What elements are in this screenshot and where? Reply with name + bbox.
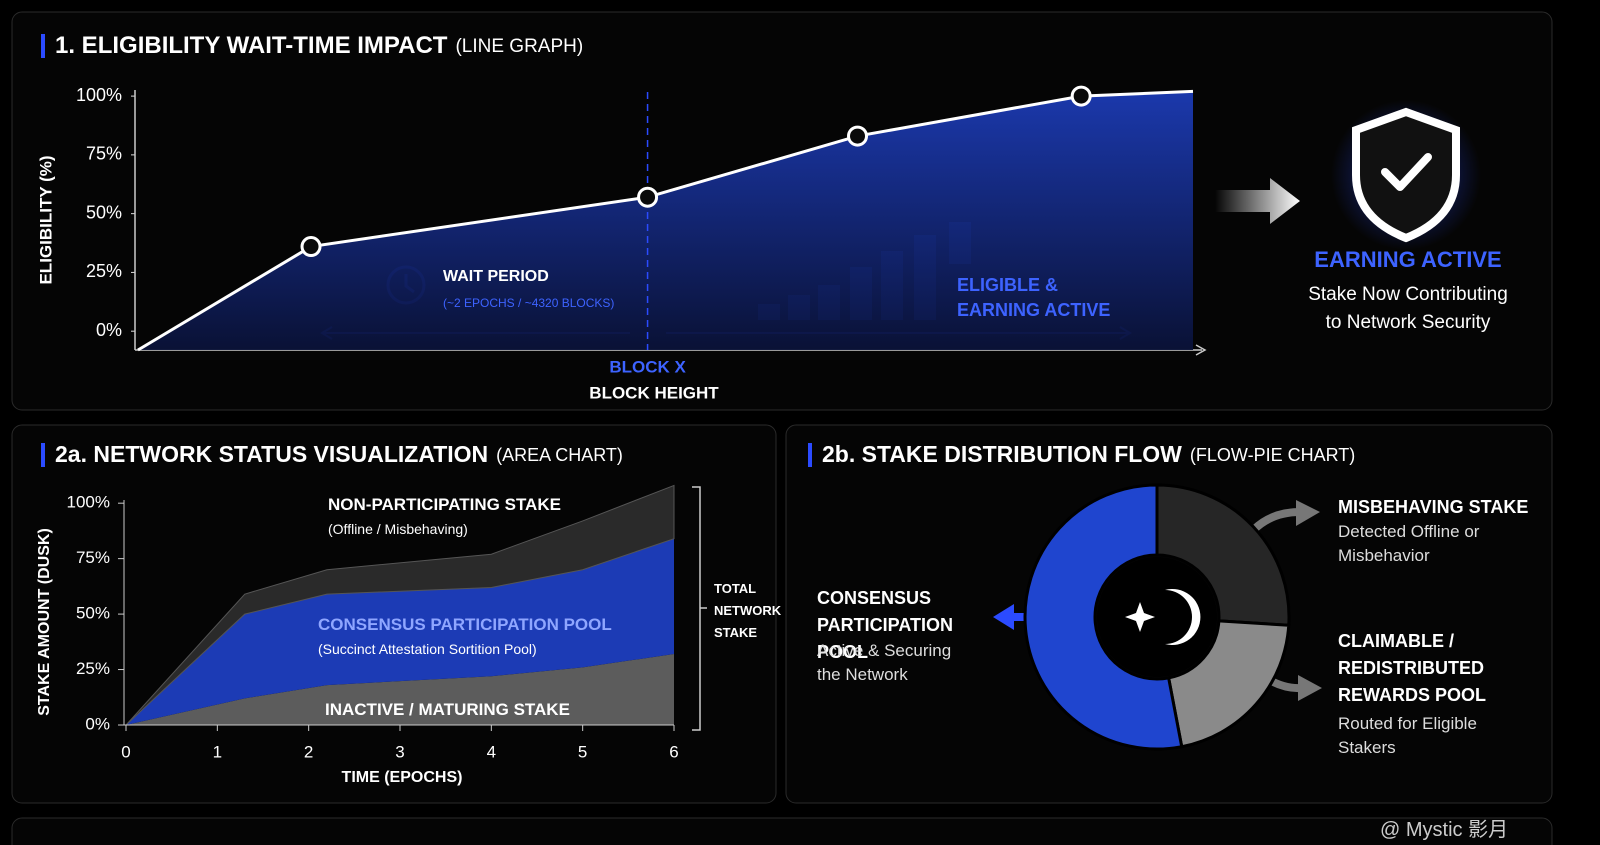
series-note: (Offline / Misbehaving)	[328, 521, 468, 537]
y-tick-label: 100%	[76, 85, 122, 105]
point	[637, 186, 659, 208]
title-accent	[41, 443, 45, 467]
area-band	[126, 538, 674, 725]
status-text: Stake Now Contributing to Network Securi…	[1308, 284, 1508, 333]
y-tick-label: 75%	[76, 548, 110, 567]
x-tick-label: 6	[669, 742, 678, 761]
line-area	[138, 91, 1193, 351]
x-tick-label: 5	[578, 742, 587, 761]
star-icon	[1125, 602, 1155, 632]
x-axis-arrow	[1195, 344, 1207, 356]
x-tick-label: 3	[395, 742, 404, 761]
panel-title: 1. ELIGIBILITY WAIT-TIME IMPACT (LINE GRA…	[55, 32, 583, 59]
series-label: NON-PARTICIPATING STAKE	[328, 495, 561, 514]
y-tick-label: 25%	[76, 659, 110, 678]
point	[847, 125, 869, 147]
x-axis-label: TIME (EPOCHS)	[342, 769, 463, 786]
annotation: (~2 EPOCHS / ~4320 BLOCKS)	[443, 296, 615, 310]
pie-slice	[1023, 483, 1184, 751]
title-accent	[808, 443, 812, 467]
area-band	[126, 654, 674, 725]
flow-arrow-head	[1296, 500, 1320, 526]
bracket	[692, 486, 707, 731]
slice-label: CONSENSUS PARTICIPATION POOL	[817, 588, 953, 662]
series-note: (Succinct Attestation Sortition Pool)	[318, 641, 537, 657]
y-axis-label: ELIGIBILITY (%)	[36, 155, 55, 284]
title: 1. ELIGIBILITY WAIT-TIME IMPACT	[55, 32, 448, 59]
series-label: INACTIVE / MATURING STAKE	[325, 700, 570, 719]
x-tick-label: 1	[213, 742, 222, 761]
y-axis-label: STAKE AMOUNT (DUSK)	[36, 528, 53, 716]
title: 2b. STAKE DISTRIBUTION FLOW	[822, 441, 1182, 467]
x-tick-label: 4	[487, 742, 496, 761]
panel-bottom	[11, 817, 1553, 845]
subtitle: (FLOW-PIE CHART)	[1190, 445, 1355, 465]
pie-slice	[1166, 619, 1291, 749]
check-icon	[1381, 153, 1432, 191]
y-tick-label: 75%	[86, 144, 122, 164]
slice-label: MISBEHAVING STAKE	[1338, 497, 1529, 517]
flow-arrow-head	[993, 604, 1014, 630]
area-band	[125, 484, 675, 726]
pie-slice	[1155, 483, 1291, 627]
y-tick-label: 25%	[86, 261, 122, 281]
slice-label: CLAIMABLE / REDISTRIBUTED REWARDS POOL	[1338, 631, 1487, 705]
title-accent	[41, 34, 45, 58]
y-tick-label: 0%	[96, 320, 122, 340]
x-axis-label: BLOCK HEIGHT	[589, 383, 719, 402]
y-tick-label: 0%	[85, 714, 110, 733]
panel-title: 2b. STAKE DISTRIBUTION FLOW (FLOW-PIE CHA…	[822, 441, 1355, 467]
panel-title: 2a. NETWORK STATUS VISUALIZATION (AREA CH…	[55, 441, 623, 467]
x-tick-label: 2	[304, 742, 313, 761]
subtitle: (AREA CHART)	[496, 445, 623, 465]
watermark: @ Mystic 影月	[1380, 819, 1509, 841]
title: 2a. NETWORK STATUS VISUALIZATION	[55, 441, 488, 467]
y-tick-label: 50%	[86, 202, 122, 222]
x-tick-label: BLOCK X	[609, 357, 686, 376]
flow-arrow-head	[1298, 675, 1322, 701]
slice-description: Routed for Eligible Stakers	[1338, 714, 1477, 757]
bracket-label: TOTAL NETWORK STAKE	[714, 581, 782, 640]
status-title: EARNING ACTIVE	[1314, 247, 1502, 272]
annotation: WAIT PERIOD	[443, 268, 549, 285]
point	[1070, 85, 1092, 107]
flow-arrow	[1215, 178, 1300, 224]
subtitle: (LINE GRAPH)	[455, 36, 583, 57]
line	[137, 89, 1194, 352]
x-tick-label: 0	[121, 742, 130, 761]
center-hole	[1097, 557, 1217, 677]
y-tick-label: 100%	[67, 493, 110, 512]
series-label: CONSENSUS PARTICIPATION POOL	[318, 615, 612, 634]
annotation: ELIGIBLE & EARNING ACTIVE	[957, 275, 1111, 320]
slice-description: Detected Offline or Misbehavior	[1338, 522, 1480, 565]
slice-description: Active & Securing the Network	[817, 641, 952, 684]
point	[300, 236, 322, 258]
moon-icon	[1165, 589, 1201, 645]
y-tick-label: 50%	[76, 604, 110, 623]
